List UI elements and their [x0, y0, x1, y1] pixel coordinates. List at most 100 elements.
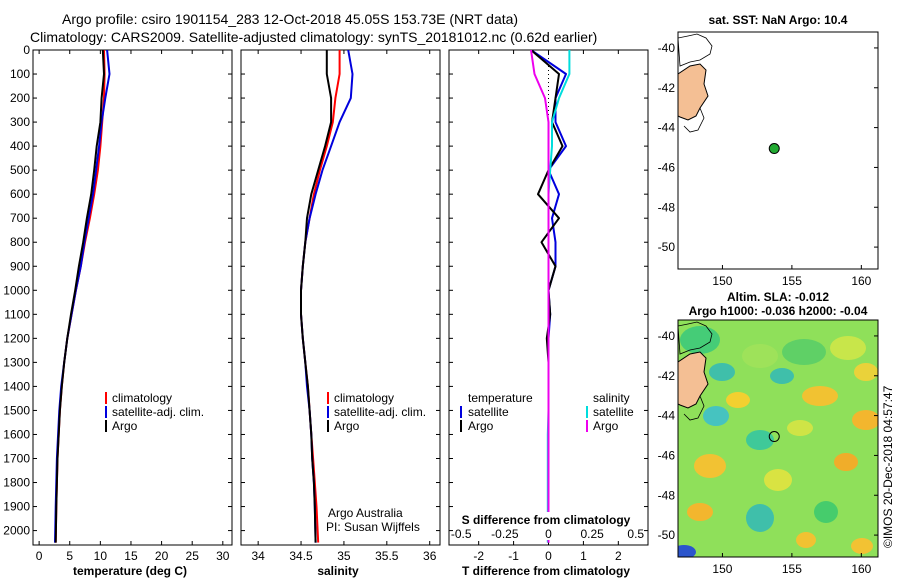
lat-tick-label: -46	[658, 448, 676, 462]
x-tick-label: 25	[186, 549, 200, 563]
x-tick-label: 35	[337, 549, 351, 563]
sst-map-title: sat. SST: NaN Argo: 10.4	[709, 13, 848, 27]
difference-profile-lines	[530, 50, 571, 543]
sla-map-subtitle: Argo h1000: -0.036 h2000: -0.04	[689, 304, 868, 318]
legend-climatology: climatology	[112, 391, 172, 405]
temperature-x-ticks: 0 5 10 15 20 25 30	[36, 50, 230, 563]
x-tick-label: 36	[423, 549, 437, 563]
x-tick-label: 2	[615, 549, 622, 563]
sst-map-panel: sat. SST: NaN Argo: 10.4 -40 -42 -44 -46 -48…	[658, 13, 879, 288]
difference-legend: temperature satellite Argo salinity sate…	[460, 391, 634, 433]
depth-tick-label: 1700	[3, 451, 30, 465]
depth-tick-label: 2000	[3, 524, 30, 538]
salinity-axes-frame	[240, 49, 441, 546]
depth-tick-label: 700	[10, 211, 30, 225]
lat-tick-label: -50	[658, 528, 676, 542]
lat-tick-label: -44	[658, 121, 676, 135]
depth-tick-label: 1800	[3, 476, 30, 490]
series-t-argo	[530, 50, 564, 543]
x-tick-label: 20	[155, 549, 169, 563]
legend-temperature-title: temperature	[468, 391, 533, 405]
temperature-panel: 0100200300400500600700800900100011001200…	[3, 43, 233, 578]
imos-timestamp: ©IMOS 20-Dec-2018 04:57:47	[881, 385, 895, 548]
series-satellite-adj-clim-	[54, 50, 111, 543]
sst-map-lon-ticks: 150 155 160	[712, 265, 872, 288]
depth-tick-label: 1400	[3, 379, 30, 393]
series-climatology	[54, 50, 106, 543]
sst-map-lat-ticks: -40 -42 -44 -46 -48 -50	[658, 41, 878, 254]
s-tick-label: 0	[545, 527, 552, 541]
depth-tick-label: 1300	[3, 355, 30, 369]
x-tick-label: 15	[124, 549, 138, 563]
difference-depth-ticks	[449, 49, 648, 532]
depth-tick-label: 400	[10, 139, 30, 153]
lon-tick-label: 155	[782, 274, 802, 288]
lat-tick-label: -46	[658, 160, 676, 174]
x-tick-label: 0	[545, 549, 552, 563]
x-tick-label: 34.5	[289, 549, 313, 563]
lat-tick-label: -50	[658, 240, 676, 254]
x-tick-label: 0	[36, 549, 43, 563]
depth-tick-label: 100	[10, 67, 30, 81]
legend-argo-2: Argo	[334, 419, 360, 433]
x-tick-label: 5	[66, 549, 73, 563]
depth-tick-label: 600	[10, 187, 30, 201]
depth-axis-ticks: 0 100 200 300 400 500 600 700 800 900 1000 1100 1200…	[3, 43, 232, 538]
legend-satellite-2: satellite-adj. clim.	[334, 405, 426, 419]
salinity-depth-ticks	[241, 49, 440, 532]
depth-tick-label: 800	[10, 235, 30, 249]
x-tick-label: 30	[216, 549, 230, 563]
salinity-xlabel: salinity	[317, 564, 359, 578]
legend-s-argo: Argo	[593, 419, 619, 433]
lon-tick-label: 160	[851, 274, 871, 288]
salinity-x-ticks: 34 34.5 35 35.5 36	[251, 50, 437, 563]
depth-tick-label: 1200	[3, 331, 30, 345]
sla-map-panel: Altim. SLA: -0.012 Argo h1000: -0.036 h2…	[658, 290, 895, 576]
depth-tick-label: 1100	[4, 307, 30, 321]
sla-map-frame	[677, 319, 879, 558]
salinity-profile-lines	[300, 50, 354, 543]
lon-tick-label: 150	[712, 274, 732, 288]
salinity-panel: 34 34.5 35 35.5 36 salinity climatology sate…	[240, 49, 441, 578]
argo-float-marker	[768, 143, 780, 155]
lat-tick-label: -40	[658, 41, 676, 55]
lat-tick-label: -42	[658, 81, 676, 95]
figure-title-line2: Climatology: CARS2009. Satellite-adjuste…	[30, 29, 597, 45]
argo-float-marker-sla	[768, 431, 780, 443]
series-s-satellite	[546, 50, 571, 543]
s-tick-label: 0.5	[627, 527, 644, 541]
depth-tick-label: 0	[23, 43, 30, 57]
s-tick-label: -0.5	[451, 527, 472, 541]
depth-tick-label: 1600	[3, 427, 30, 441]
difference-panel: -2 -1 0 1 2 T difference from climatology S …	[448, 49, 649, 578]
lon-tick-label: 155	[782, 562, 802, 576]
series-argo	[54, 50, 105, 543]
temperature-profile-lines	[54, 50, 111, 543]
lat-tick-label: -44	[658, 409, 676, 423]
lat-tick-label: -48	[658, 200, 676, 214]
s-difference-xlabel: S difference from climatology	[462, 513, 631, 527]
legend-satellite: satellite-adj. clim.	[112, 405, 204, 419]
temperature-legend: climatology satellite-adj. clim. Argo	[105, 391, 204, 433]
series-s-argo	[530, 50, 550, 543]
lon-tick-label: 150	[712, 562, 732, 576]
lat-tick-label: -48	[658, 488, 676, 502]
series-climatology	[300, 50, 341, 543]
sla-map-lat-ticks: -40 -42 -44 -46 -48 -50	[658, 329, 878, 542]
x-tick-label: 10	[94, 549, 108, 563]
lat-tick-label: -40	[658, 329, 676, 343]
legend-climatology-2: climatology	[334, 391, 394, 405]
series-argo	[300, 50, 333, 543]
depth-tick-label: 900	[10, 259, 30, 273]
depth-tick-label: 1900	[3, 500, 30, 514]
lon-tick-label: 160	[851, 562, 871, 576]
t-difference-xlabel: T difference from climatology	[462, 564, 630, 578]
sla-heatmap	[678, 320, 878, 557]
legend-s-satellite: satellite	[593, 405, 634, 419]
s-tick-label: 0.25	[580, 527, 604, 541]
x-tick-label: -1	[508, 549, 519, 563]
depth-tick-label: 1000	[3, 283, 30, 297]
series-satellite-adj-clim-	[300, 50, 354, 543]
credit-text: Argo Australia	[328, 506, 403, 520]
